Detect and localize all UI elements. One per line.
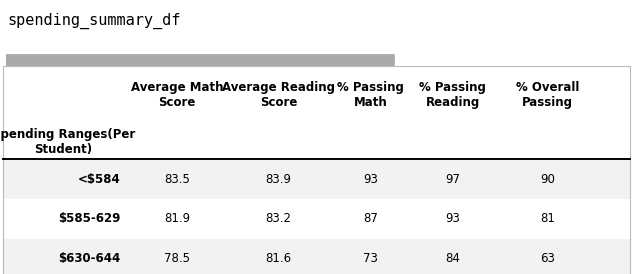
Text: 81.9: 81.9 <box>164 212 191 225</box>
FancyBboxPatch shape <box>3 159 630 199</box>
FancyBboxPatch shape <box>0 54 395 69</box>
Text: 63: 63 <box>540 252 555 265</box>
Text: 90: 90 <box>540 173 555 186</box>
FancyBboxPatch shape <box>3 199 630 239</box>
Text: 81: 81 <box>540 212 555 225</box>
Text: spending_summary_df: spending_summary_df <box>8 13 181 29</box>
Text: 97: 97 <box>445 173 460 186</box>
Text: 93: 93 <box>363 173 378 186</box>
Text: 73: 73 <box>363 252 378 265</box>
Text: Average Math
Score: Average Math Score <box>131 81 223 109</box>
Text: 93: 93 <box>445 212 460 225</box>
FancyBboxPatch shape <box>3 66 630 124</box>
Text: 87: 87 <box>363 212 378 225</box>
Text: 84: 84 <box>445 252 460 265</box>
Text: Average Reading
Score: Average Reading Score <box>222 81 335 109</box>
Text: Spending Ranges(Per
Student): Spending Ranges(Per Student) <box>0 128 135 156</box>
Text: 81.6: 81.6 <box>265 252 292 265</box>
Text: 78.5: 78.5 <box>164 252 191 265</box>
Text: 83.9: 83.9 <box>265 173 292 186</box>
FancyBboxPatch shape <box>3 239 630 274</box>
FancyBboxPatch shape <box>3 124 630 159</box>
Text: <$584: <$584 <box>77 173 120 186</box>
Text: % Passing
Math: % Passing Math <box>337 81 404 109</box>
Text: % Overall
Passing: % Overall Passing <box>516 81 579 109</box>
Text: $585-629: $585-629 <box>58 212 120 225</box>
Text: $630-644: $630-644 <box>58 252 120 265</box>
Text: 83.5: 83.5 <box>165 173 190 186</box>
Text: 83.2: 83.2 <box>265 212 292 225</box>
Text: % Passing
Reading: % Passing Reading <box>419 81 486 109</box>
